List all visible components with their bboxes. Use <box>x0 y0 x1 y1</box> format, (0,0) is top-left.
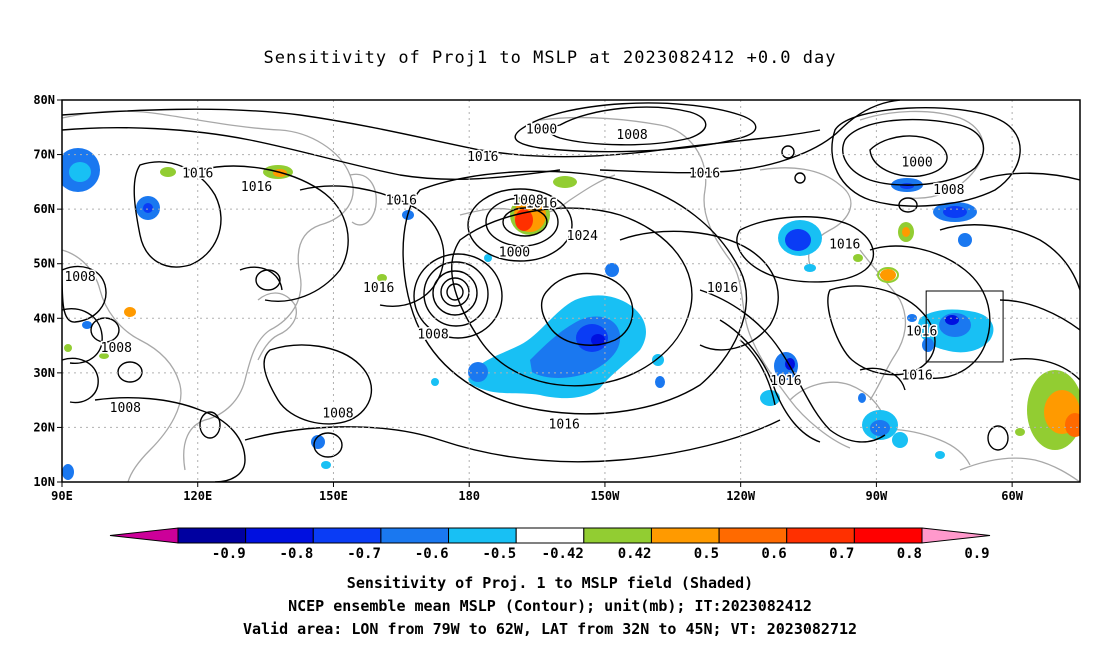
contour-label: 1000 <box>901 155 932 170</box>
colorbar-tick-label: -0.6 <box>415 546 449 562</box>
contour-label: 1008 <box>101 341 132 356</box>
longitude-axis: 90E 120E 150E 180 150W 120W 90W 60W <box>51 482 1024 503</box>
lat-tick-label: 30N <box>33 366 55 380</box>
contour-label: 1016 <box>467 150 498 165</box>
contour-label: 1016 <box>707 281 738 296</box>
colorbar-tick-label: -0.8 <box>280 546 314 562</box>
contour-label: 1016 <box>906 325 937 340</box>
contour-label: 1008 <box>322 407 353 422</box>
contour-label: 1008 <box>616 128 647 143</box>
contour-label: 1016 <box>689 166 720 181</box>
colorbar-segment <box>786 527 855 544</box>
contour-label: 1016 <box>241 180 272 195</box>
sensitivity-shading <box>62 148 1080 480</box>
contour-label: 1008 <box>110 401 141 416</box>
lat-tick-label: 50N <box>33 257 55 271</box>
colorbar-tick-label: 0.6 <box>761 546 786 562</box>
lat-tick-label: 40N <box>33 311 55 325</box>
colorbar-tick-label: 0.9 <box>964 546 989 562</box>
contour-label: 1008 <box>512 194 543 209</box>
footer-line-2: NCEP ensemble mean MSLP (Contour); unit(… <box>288 597 812 615</box>
lat-tick-label: 20N <box>33 420 55 434</box>
contour-label: 1024 <box>567 229 598 244</box>
contour-label: 1016 <box>901 368 932 383</box>
colorbar-tick-label: 0.8 <box>897 546 922 562</box>
lat-tick-label: 10N <box>33 475 55 489</box>
map-plot-area <box>62 100 1080 482</box>
contour-label: 1016 <box>363 281 394 296</box>
colorbar-segment <box>245 527 314 544</box>
contour-label: 1016 <box>526 196 557 211</box>
colorbar-tick-label: -0.9 <box>212 546 246 562</box>
lon-tick-label: 150W <box>590 489 620 503</box>
contour-labels: 1000100810161016101610001008101610161016… <box>63 121 966 434</box>
contour-label: 1008 <box>64 270 95 285</box>
colorbar-segment <box>177 527 247 544</box>
valid-area-box <box>925 290 1004 363</box>
contour-label: 1016 <box>770 374 801 389</box>
contour-label: 1008 <box>417 327 448 342</box>
colorbar-segment <box>380 527 450 544</box>
colorbar-tick-label: -0.42 <box>542 546 584 562</box>
colorbar-tick-label: -0.5 <box>482 546 516 562</box>
colorbar-segment <box>718 527 788 544</box>
latitude-axis: 80N 70N 60N 50N 40N 30N 20N 10N <box>33 93 62 489</box>
lat-tick-label: 60N <box>33 202 55 216</box>
chart-title: Sensitivity of Proj1 to MSLP at 20230824… <box>263 48 837 68</box>
graticule <box>62 100 1080 482</box>
colorbar-tick-label: 0.5 <box>694 546 719 562</box>
map-frame <box>61 99 1081 483</box>
coastlines <box>62 110 1080 482</box>
colorbar: -0.9 -0.8 -0.7 -0.6 -0.5 -0.42 0.42 0.5 0.6 0.7 0.… <box>109 527 991 562</box>
footer-line-3: Valid area: LON from 79W to 62W, LAT fro… <box>242 620 858 638</box>
lon-tick-label: 120E <box>183 489 212 503</box>
lon-tick-label: 90W <box>866 489 888 503</box>
contour-label: 1008 <box>933 183 964 198</box>
contour-label: 1016 <box>549 417 580 432</box>
contour-label: 1016 <box>182 166 213 181</box>
lat-tick-label: 80N <box>33 93 55 107</box>
footer-line-1: Sensitivity of Proj. 1 to MSLP field (Sh… <box>346 574 754 592</box>
mslp-contours <box>62 100 1080 482</box>
colorbar-left-extend <box>109 527 179 544</box>
lat-tick-label: 70N <box>33 148 55 162</box>
colorbar-segment <box>312 527 382 544</box>
lon-tick-label: 90E <box>51 489 73 503</box>
contour-label: 1016 <box>829 237 860 252</box>
colorbar-tick-label: 0.42 <box>618 546 652 562</box>
lon-tick-label: 120W <box>726 489 756 503</box>
colorbar-segment <box>853 527 923 544</box>
lon-tick-label: 150E <box>319 489 348 503</box>
lon-tick-label: 180 <box>458 489 480 503</box>
colorbar-segment <box>583 527 652 544</box>
contour-label: 1016 <box>386 194 417 209</box>
colorbar-segment <box>650 527 720 544</box>
colorbar-segment <box>448 527 517 544</box>
colorbar-right-extend <box>921 527 991 544</box>
contour-label: 1000 <box>526 123 557 138</box>
colorbar-tick-label: -0.7 <box>347 546 381 562</box>
colorbar-segment <box>515 527 585 544</box>
contour-label: 1000 <box>499 246 530 261</box>
colorbar-tick-label: 0.7 <box>829 546 854 562</box>
lon-tick-label: 60W <box>1001 489 1023 503</box>
